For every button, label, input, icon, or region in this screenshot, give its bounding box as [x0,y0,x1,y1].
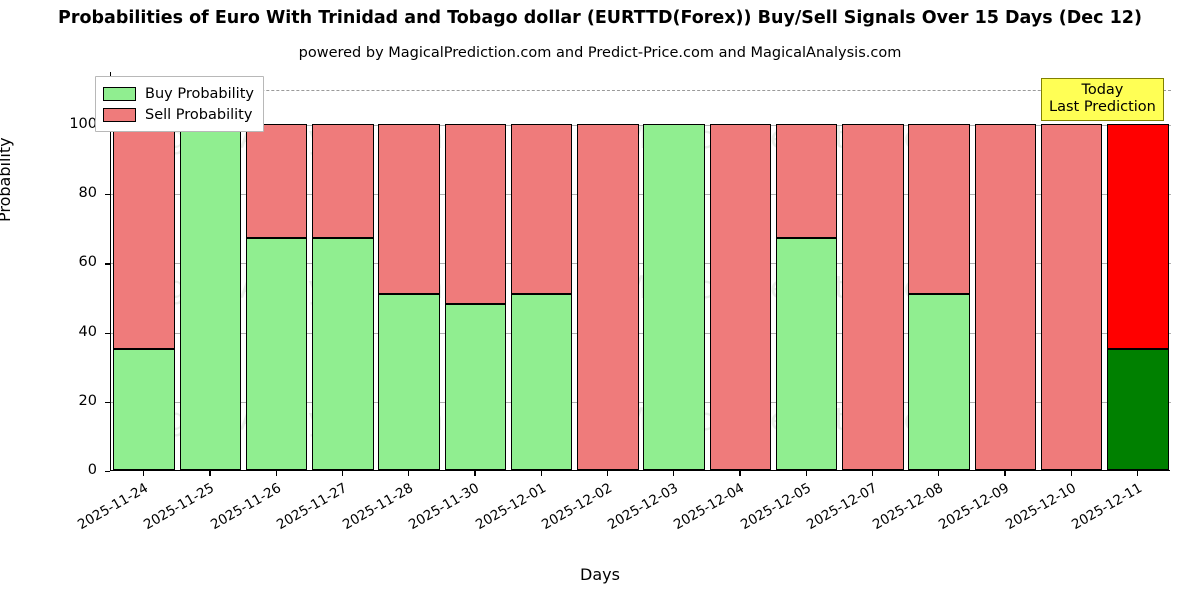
legend-item-buy: Buy Probability [103,83,254,104]
y-tick-mark [105,263,110,265]
bar [577,124,639,470]
bar-segment-sell [842,124,904,470]
y-axis-label: Probability [0,137,14,222]
x-tick-mark [938,471,940,476]
x-tick-mark [673,471,675,476]
today-annotation-line2: Last Prediction [1049,99,1156,116]
bar [842,124,904,470]
bar [775,124,838,470]
bar [312,124,374,470]
bar [643,124,705,470]
chart-subtitle: powered by MagicalPrediction.com and Pre… [298,45,902,61]
bar-segment-buy [113,348,175,470]
bar [510,124,573,470]
bar-today [1107,124,1169,470]
bar-segment-buy [245,238,308,470]
chart-title: Probabilities of Euro With Trinidad and … [58,8,1142,28]
gridline [111,401,1171,403]
today-annotation: Today Last Prediction [1041,78,1164,122]
bar-segment-buy [908,293,970,470]
x-tick-mark [739,471,741,476]
bar-segment-sell [775,124,838,239]
x-tick-mark [209,471,211,476]
bar-segment-sell [444,124,507,304]
gridline [111,125,1171,126]
bar [444,124,507,470]
x-axis-label: Days [580,565,620,584]
y-tick-mark [105,332,110,334]
y-tick-mark [105,194,110,196]
bar-segment-sell [974,124,1037,470]
x-tick-mark [1070,471,1072,476]
y-tick-label: 40 [78,323,97,340]
y-tick-label: 80 [78,185,97,202]
legend-label-sell: Sell Probability [145,106,253,123]
x-tick-mark [143,471,145,476]
y-tick-label: 20 [78,392,97,409]
y-tick-mark [105,401,110,404]
bar [1040,124,1103,470]
bar [113,124,175,470]
bar [709,124,772,470]
x-tick-mark [805,471,807,476]
bar-segment-sell [378,124,440,294]
bar [974,124,1037,470]
gridline [111,194,1171,196]
today-annotation-line1: Today [1081,82,1124,98]
bar-segment-buy [643,124,705,470]
x-tick-mark [1004,471,1006,476]
x-tick-mark [275,471,277,476]
bar-segment-buy [312,238,374,470]
x-tick-mark [540,471,542,476]
y-tick-label: 100 [69,116,97,132]
bar-segment-sell [709,124,772,470]
legend-swatch-sell [103,107,136,122]
legend-swatch-buy [103,86,136,101]
bar-segment-sell [312,124,374,239]
legend-label-buy: Buy Probability [145,85,254,102]
bar-segment-sell [1107,124,1169,349]
plot-area: MagicalAnalysis.comMagicalPrediction.com… [110,72,1171,471]
y-tick-label: 60 [78,254,97,271]
x-tick-mark [341,471,344,476]
bar-segment-buy [1107,348,1169,470]
bar-segment-buy [510,293,573,470]
bar-segment-sell [1040,124,1103,470]
chart-legend: Buy Probability Sell Probability [95,76,264,132]
bar [378,124,440,470]
x-tick-mark [606,471,609,476]
gridline [111,332,1171,334]
bar [908,124,970,470]
bar-segment-sell [245,124,308,239]
bar-segment-buy [378,293,440,470]
bar-segment-buy [775,238,838,470]
x-tick-mark [474,471,476,476]
x-tick-mark [408,471,410,476]
legend-item-sell: Sell Probability [103,104,254,125]
bar-segment-buy [179,124,242,470]
x-tick-mark [871,471,874,476]
bar-segment-sell [577,124,639,470]
bar-segment-sell [113,124,175,349]
x-tick-mark [1136,471,1139,476]
bar-segment-sell [908,124,970,294]
gridline [111,263,1171,265]
bar [179,124,242,470]
bar-segment-sell [510,124,573,294]
y-tick-mark [105,471,110,473]
threshold-dashed-line [111,90,1171,92]
bar [245,124,308,470]
y-tick-label: 0 [87,462,97,478]
bar-segment-buy [444,303,507,470]
